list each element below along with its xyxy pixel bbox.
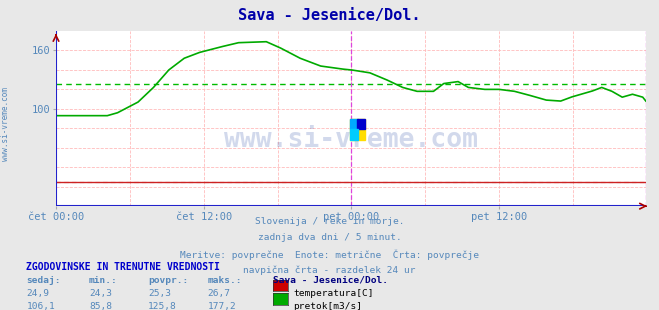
Bar	[351, 129, 358, 140]
Text: 24,9: 24,9	[26, 289, 49, 298]
Text: www.si-vreme.com: www.si-vreme.com	[1, 87, 10, 161]
Bar	[351, 118, 365, 140]
Text: Sava - Jesenice/Dol.: Sava - Jesenice/Dol.	[273, 276, 389, 285]
Text: Slovenija / reke in morje.: Slovenija / reke in morje.	[255, 217, 404, 226]
Text: www.si-vreme.com: www.si-vreme.com	[224, 126, 478, 153]
Text: Sava - Jesenice/Dol.: Sava - Jesenice/Dol.	[239, 8, 420, 23]
Text: 26,7: 26,7	[208, 289, 231, 298]
Text: 25,3: 25,3	[148, 289, 171, 298]
Text: povpr.:: povpr.:	[148, 276, 188, 285]
Text: sedaj:: sedaj:	[26, 276, 61, 285]
Text: maks.:: maks.:	[208, 276, 242, 285]
Text: Meritve: povprečne  Enote: metrične  Črta: povprečje: Meritve: povprečne Enote: metrične Črta:…	[180, 249, 479, 260]
Text: 85,8: 85,8	[89, 302, 112, 310]
Text: navpična črta - razdelek 24 ur: navpična črta - razdelek 24 ur	[243, 265, 416, 275]
Text: 125,8: 125,8	[148, 302, 177, 310]
Text: 177,2: 177,2	[208, 302, 237, 310]
Text: temperatura[C]: temperatura[C]	[293, 289, 374, 298]
Text: 106,1: 106,1	[26, 302, 55, 310]
Bar	[357, 118, 365, 129]
Text: 24,3: 24,3	[89, 289, 112, 298]
Text: ZGODOVINSKE IN TRENUTNE VREDNOSTI: ZGODOVINSKE IN TRENUTNE VREDNOSTI	[26, 262, 220, 272]
Bar	[351, 118, 358, 129]
Text: pretok[m3/s]: pretok[m3/s]	[293, 302, 362, 310]
Text: zadnja dva dni / 5 minut.: zadnja dva dni / 5 minut.	[258, 233, 401, 242]
Text: min.:: min.:	[89, 276, 118, 285]
